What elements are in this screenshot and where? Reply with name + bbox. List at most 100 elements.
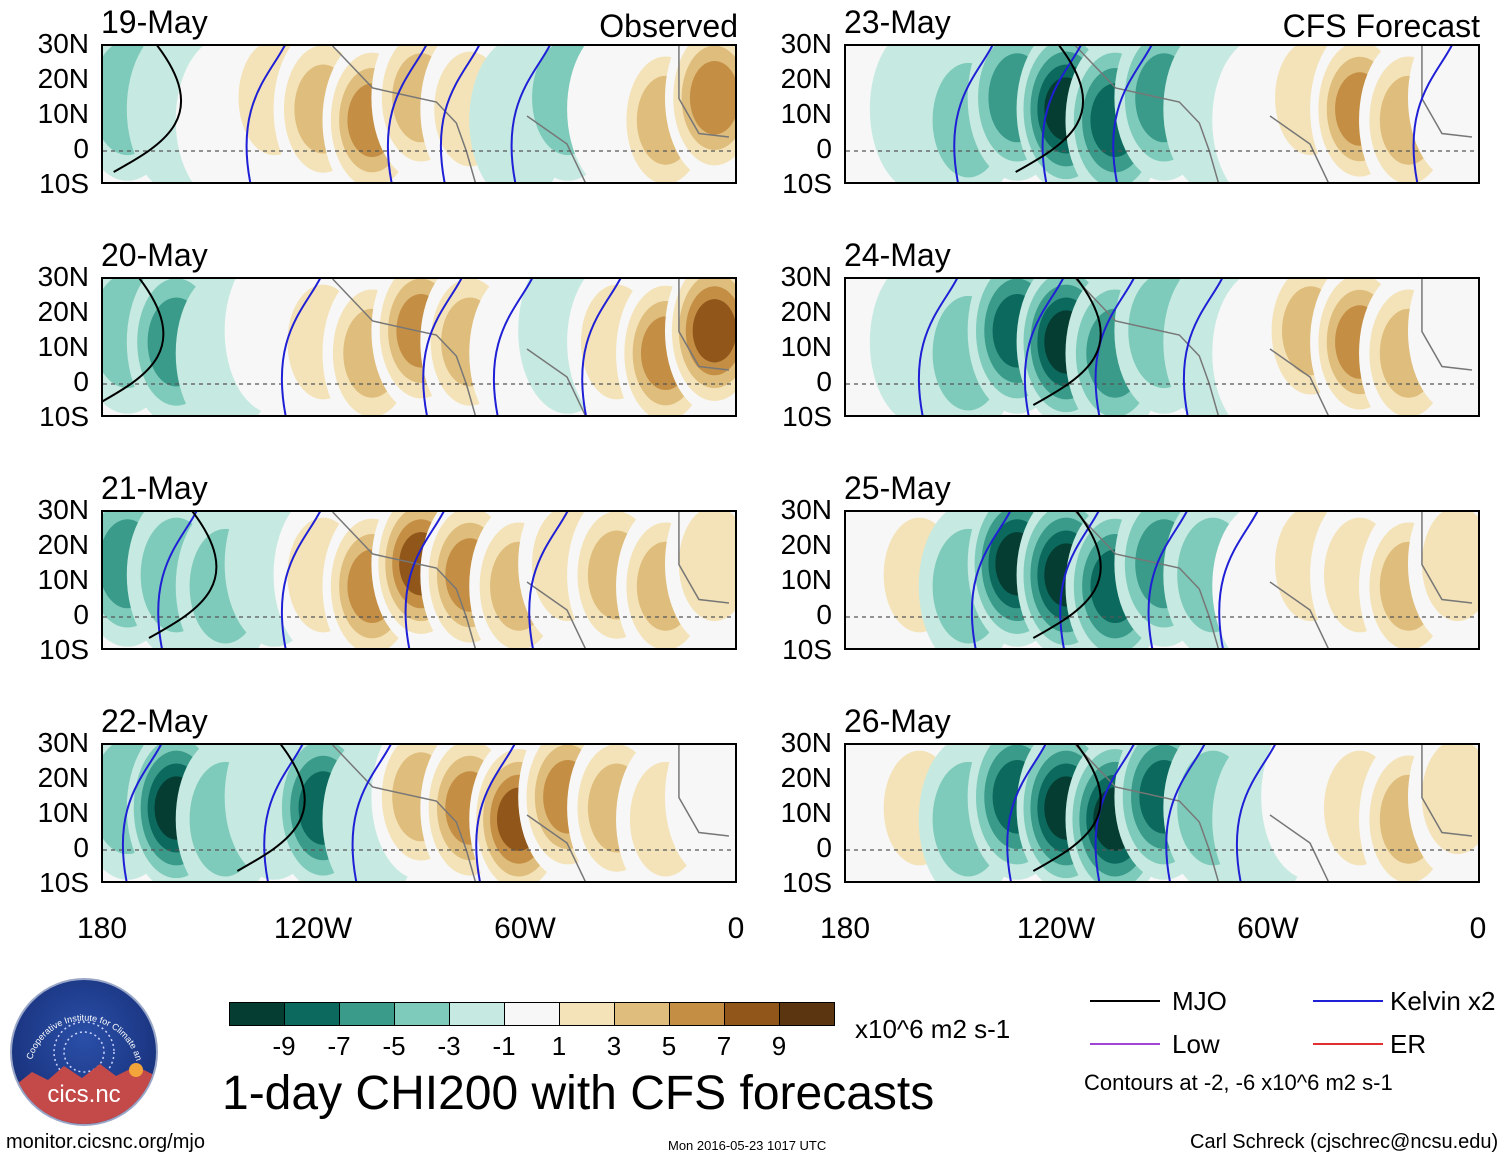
coastline — [332, 46, 730, 182]
y-tick-label: 30N — [780, 28, 832, 59]
colorbar-swatch — [559, 1002, 615, 1026]
kelvin-contour — [1235, 745, 1276, 881]
panel-date: 25-May — [844, 470, 951, 506]
y-tick-label: 20N — [37, 296, 89, 327]
colorbar-level: -3 — [437, 1031, 461, 1061]
footer-author: Carl Schreck (cjschrec@ncsu.edu) — [1190, 1131, 1499, 1153]
y-tick-label: 10N — [780, 797, 832, 828]
colorbar-level: -7 — [327, 1031, 351, 1061]
x-tick-label: 120W — [1016, 912, 1096, 945]
logo-ring-text: Cooperative Institute for Climate and Sa… — [12, 980, 144, 1062]
colorbar-swatch — [779, 1002, 835, 1026]
kelvin-contour — [1041, 46, 1082, 182]
y-tick-label: 10S — [782, 634, 832, 665]
y-tick-label: 0 — [73, 133, 89, 164]
kelvin-contour — [1094, 279, 1135, 415]
colorbar-swatch — [724, 1002, 780, 1026]
map-svg — [846, 279, 1478, 415]
footer-url[interactable]: monitor.cicsnc.org/mjo — [6, 1131, 205, 1153]
y-tick-label: 20N — [780, 296, 832, 327]
kelvin-contour — [157, 512, 198, 648]
map-panel-19-May — [101, 44, 737, 184]
kelvin-contour — [351, 745, 392, 881]
map-svg — [103, 279, 735, 415]
kelvin-contour — [1165, 745, 1206, 881]
coastline — [1075, 745, 1473, 881]
map-panel-23-May — [844, 44, 1480, 184]
y-tick-label: 10N — [37, 797, 89, 828]
kelvin-contour — [245, 46, 286, 182]
y-tick-label: 0 — [73, 832, 89, 863]
map-panel-21-May — [101, 510, 737, 650]
colorbar-level: 7 — [716, 1031, 732, 1061]
x-tick-label: 120W — [273, 912, 353, 945]
legend-swatch-mjo — [1090, 1000, 1160, 1002]
colorbar-level: 5 — [661, 1031, 677, 1061]
colorbar-level: -5 — [382, 1031, 406, 1061]
colorbar-level: 1 — [551, 1031, 567, 1061]
anomaly-blob — [689, 61, 735, 135]
kelvin-contour — [510, 46, 551, 182]
y-tick-label: 0 — [816, 366, 832, 397]
map-panel-24-May — [844, 277, 1480, 417]
kelvin-contour — [280, 279, 321, 415]
y-tick-label: 10N — [37, 331, 89, 362]
y-tick-label: 10S — [39, 401, 89, 432]
y-tick-label: 30N — [780, 261, 832, 292]
y-tick-label: 10S — [39, 168, 89, 199]
y-tick-label: 10N — [780, 331, 832, 362]
coastline — [1075, 512, 1473, 648]
map-svg — [846, 745, 1478, 881]
kelvin-contour — [386, 46, 427, 182]
y-tick-label: 30N — [780, 494, 832, 525]
mjo-contour — [113, 46, 183, 173]
x-tick-label: 180 — [819, 912, 871, 945]
y-tick-label: 0 — [816, 599, 832, 630]
kelvin-contour — [439, 46, 480, 182]
kelvin-contour — [121, 745, 162, 881]
y-tick-label: 10N — [780, 98, 832, 129]
colorbar-swatch — [339, 1002, 395, 1026]
colorbar-swatch — [229, 1002, 285, 1026]
y-tick-label: 10S — [782, 401, 832, 432]
kelvin-contour — [1112, 46, 1153, 182]
colorbar-level: 3 — [606, 1031, 622, 1061]
y-tick-label: 20N — [37, 529, 89, 560]
panel-date: 20-May — [101, 237, 208, 273]
legend-label-er: ER — [1390, 1029, 1427, 1059]
y-tick-label: 20N — [37, 63, 89, 94]
kelvin-contour — [1006, 745, 1047, 881]
anomaly-blob — [1421, 512, 1478, 622]
coastline — [332, 512, 730, 648]
mjo-contour — [148, 512, 218, 639]
mjo-contour — [103, 279, 165, 403]
colorbar-swatch — [449, 1002, 505, 1026]
coastline — [332, 745, 730, 881]
anomaly-blob — [1407, 279, 1478, 414]
kelvin-contour — [1412, 46, 1453, 182]
legend-swatch-er — [1313, 1043, 1383, 1045]
mjo-contour — [1032, 745, 1102, 872]
kelvin-contour — [263, 745, 304, 881]
y-tick-label: 10S — [782, 168, 832, 199]
map-svg — [846, 512, 1478, 648]
observed-label: Observed — [599, 8, 738, 44]
anomaly-blob — [692, 299, 735, 363]
anomaly-blob — [1421, 745, 1478, 855]
y-tick-label: 10N — [37, 98, 89, 129]
kelvin-contour — [528, 512, 569, 648]
panel-date: 24-May — [844, 237, 951, 273]
y-tick-label: 10S — [39, 634, 89, 665]
y-tick-label: 20N — [780, 63, 832, 94]
colorbar-swatch — [394, 1002, 450, 1026]
map-svg — [846, 46, 1478, 182]
kelvin-contour — [475, 745, 516, 881]
y-tick-label: 30N — [780, 727, 832, 758]
forecast-label: CFS Forecast — [1282, 8, 1480, 44]
colorbar-swatch — [504, 1002, 560, 1026]
y-tick-label: 30N — [37, 727, 89, 758]
kelvin-contour — [970, 512, 1011, 648]
kelvin-contour — [404, 512, 445, 648]
y-tick-label: 10S — [782, 867, 832, 898]
kelvin-contour — [1023, 279, 1064, 415]
